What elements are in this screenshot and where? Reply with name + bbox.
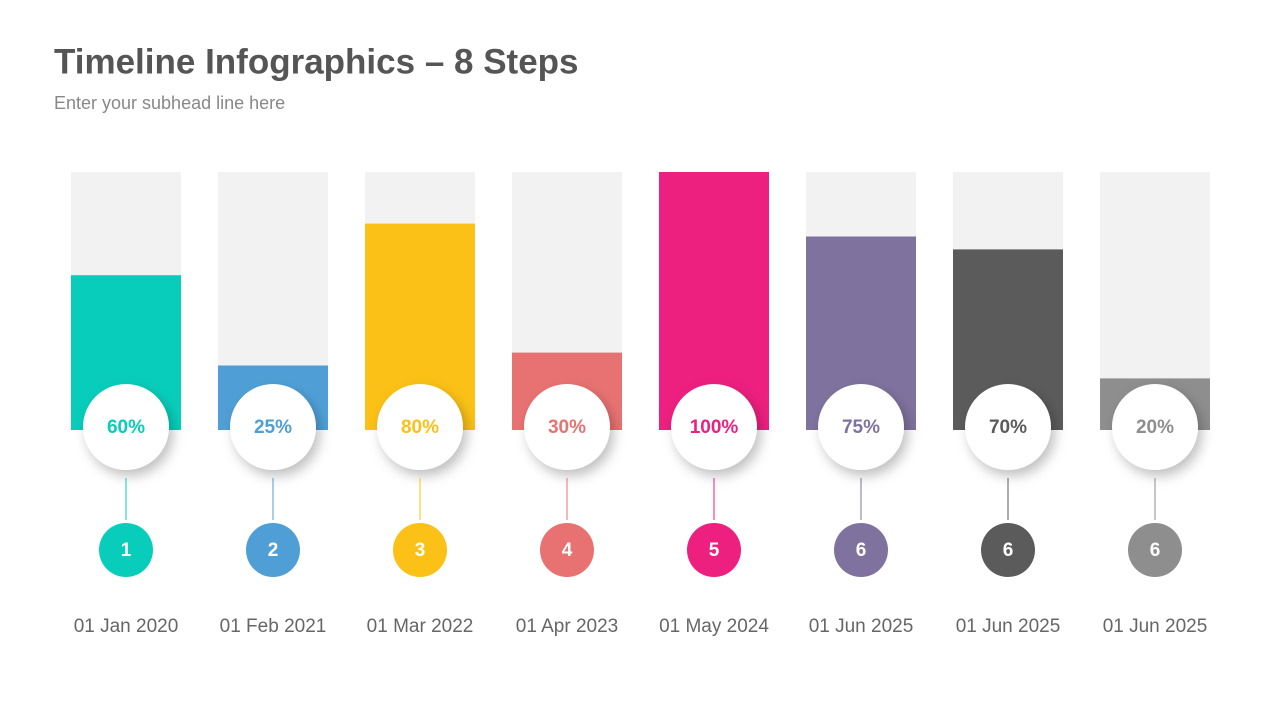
value-badge bbox=[230, 384, 316, 470]
value-label: 25% bbox=[254, 417, 292, 438]
date-label: 01 Jan 2020 bbox=[74, 616, 179, 637]
value-badge bbox=[524, 384, 610, 470]
step-circle bbox=[687, 523, 741, 577]
value-badge bbox=[377, 384, 463, 470]
step-circle bbox=[981, 523, 1035, 577]
value-badge bbox=[818, 384, 904, 470]
step-number: 6 bbox=[1003, 540, 1014, 561]
step-number: 6 bbox=[856, 540, 867, 561]
value-label: 60% bbox=[107, 417, 145, 438]
subtitle: Enter your subhead line here bbox=[54, 93, 285, 113]
step-circle bbox=[393, 523, 447, 577]
date-label: 01 Apr 2023 bbox=[516, 616, 618, 637]
date-label: 01 Jun 2025 bbox=[956, 616, 1061, 637]
title: Timeline Infographics – 8 Steps bbox=[54, 42, 579, 81]
step-number: 3 bbox=[415, 540, 426, 561]
value-label: 30% bbox=[548, 417, 586, 438]
value-label: 70% bbox=[989, 417, 1027, 438]
step-number: 4 bbox=[562, 540, 573, 561]
date-label: 01 Mar 2022 bbox=[367, 616, 474, 637]
step-number: 2 bbox=[268, 540, 279, 561]
step-number: 6 bbox=[1150, 540, 1161, 561]
value-badge bbox=[83, 384, 169, 470]
value-label: 100% bbox=[690, 417, 739, 438]
value-badge bbox=[1112, 384, 1198, 470]
value-badge bbox=[965, 384, 1051, 470]
step-circle bbox=[834, 523, 888, 577]
step-number: 5 bbox=[709, 540, 720, 561]
step-circle bbox=[540, 523, 594, 577]
value-badge bbox=[671, 384, 757, 470]
date-label: 01 May 2024 bbox=[659, 616, 769, 637]
step-circle bbox=[1128, 523, 1182, 577]
value-label: 75% bbox=[842, 417, 880, 438]
step-circle bbox=[246, 523, 300, 577]
step-circle bbox=[99, 523, 153, 577]
date-label: 01 Jun 2025 bbox=[809, 616, 914, 637]
date-label: 01 Feb 2021 bbox=[220, 616, 327, 637]
step-number: 1 bbox=[121, 540, 132, 561]
value-label: 20% bbox=[1136, 417, 1174, 438]
date-label: 01 Jun 2025 bbox=[1103, 616, 1208, 637]
value-label: 80% bbox=[401, 417, 439, 438]
